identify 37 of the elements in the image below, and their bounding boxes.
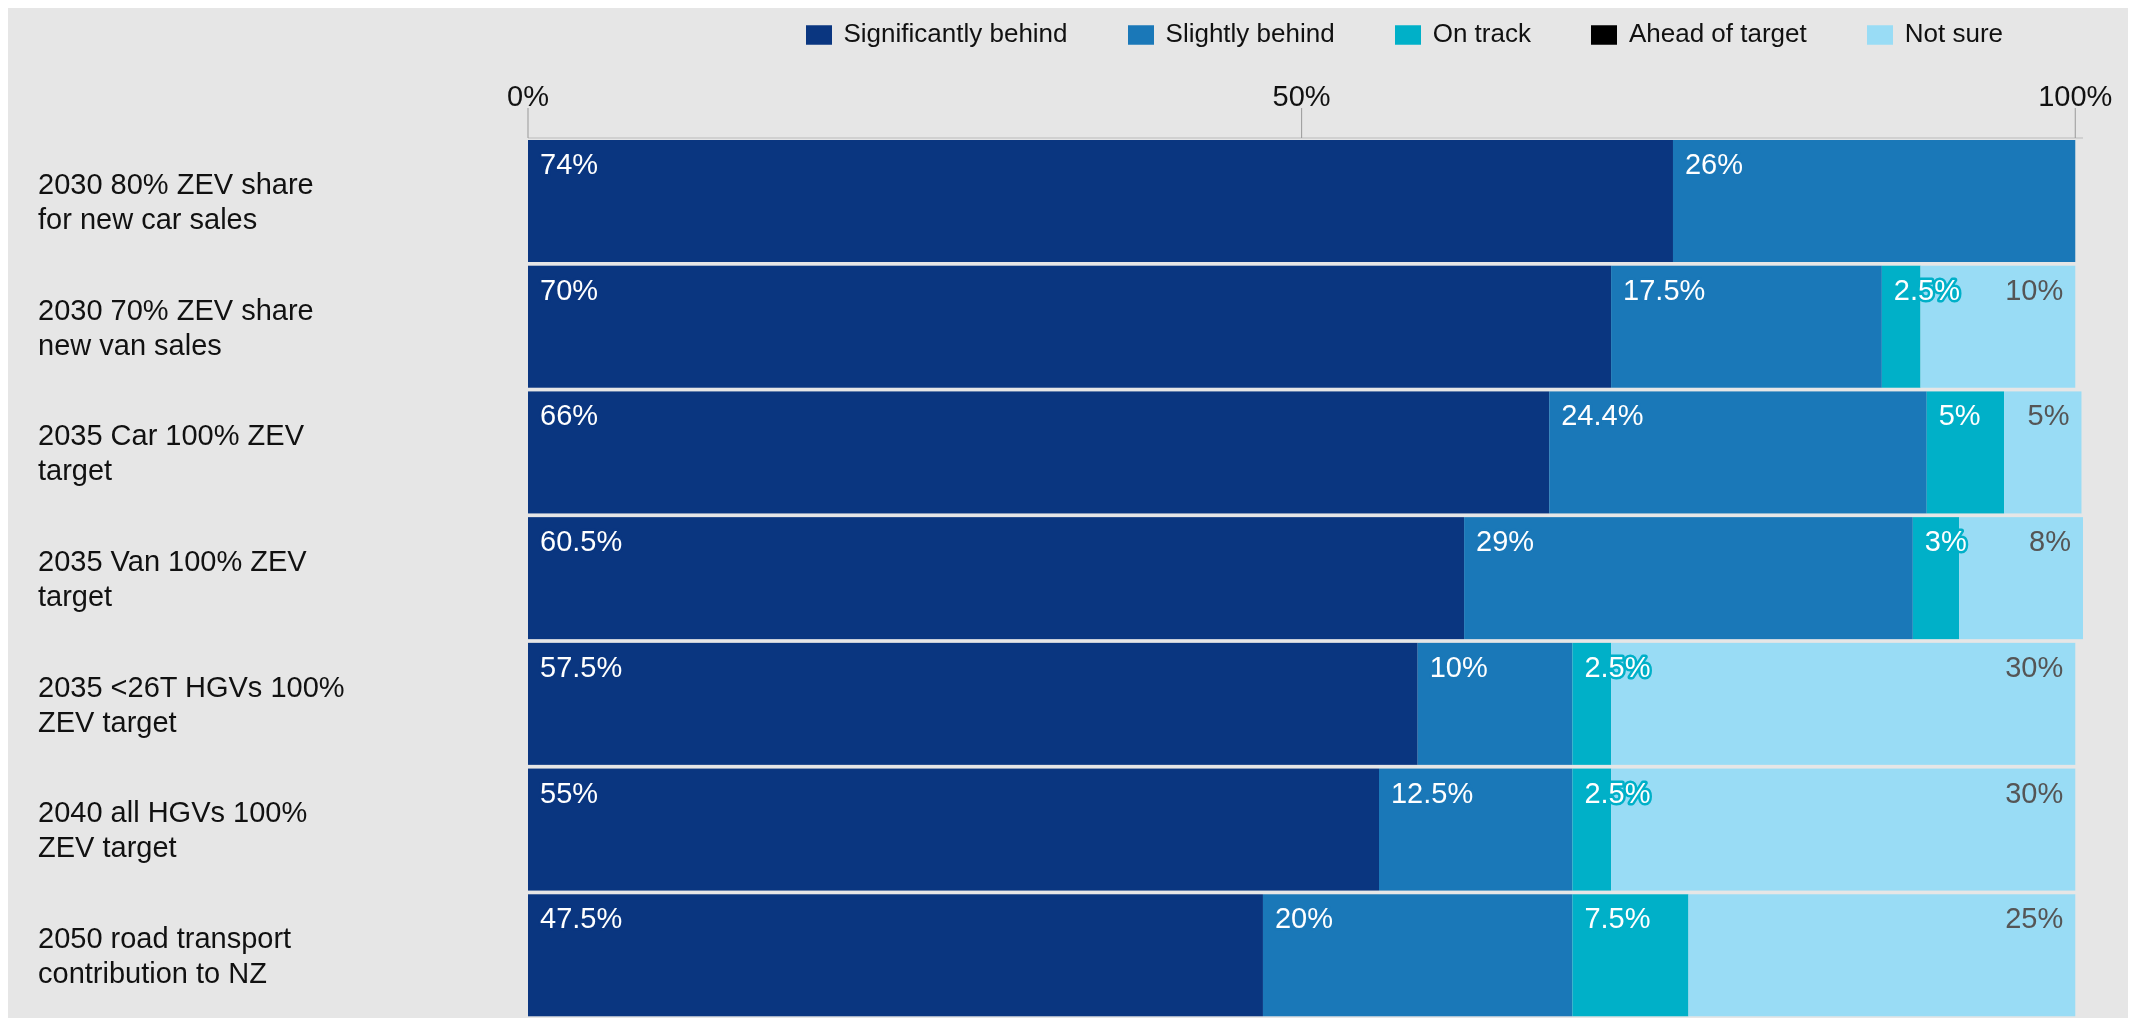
- data-label: 10%: [2005, 273, 2064, 306]
- data-label: 70%: [540, 273, 599, 306]
- data-label: 8%: [2029, 525, 2071, 558]
- legend-label: On track: [1432, 18, 1531, 48]
- data-label: 74%: [540, 148, 599, 180]
- legend-label: Slightly behind: [1165, 18, 1335, 48]
- data-label: 12.5%: [1390, 776, 1474, 809]
- data-label: 5%: [1938, 399, 1981, 432]
- y-tick-label: 2035 <26T HGVs 100% ZEV target: [38, 670, 345, 738]
- legend-label: Significantly behind: [843, 18, 1068, 48]
- data-label: 30%: [2005, 776, 2064, 809]
- y-tick-label: 2030 80% ZEV share for new car sales: [38, 167, 314, 235]
- data-label: 26%: [1684, 148, 1744, 180]
- data-label: 17.5%: [1623, 273, 1706, 306]
- data-label: 25%: [2005, 902, 2064, 935]
- x-tick-label: 50%: [1272, 80, 1331, 112]
- data-label: 60.5%: [540, 525, 623, 558]
- data-label: 47.5%: [540, 902, 623, 935]
- data-label: 10%: [1429, 650, 1488, 683]
- data-label: 7.5%: [1584, 902, 1651, 935]
- data-label: 55%: [540, 776, 599, 809]
- data-label: 24.4%: [1561, 399, 1644, 432]
- data-label: 66%: [540, 399, 599, 432]
- data-label: 30%: [2005, 650, 2064, 683]
- y-tick-label: 2035 Van 100% ZEV target: [38, 545, 308, 612]
- data-label: 20%: [1274, 902, 1333, 935]
- x-tick-label: 0%: [507, 80, 549, 112]
- y-tick-label: 2030 70% ZEV share new van sales: [38, 293, 314, 361]
- y-tick-label: 2040 all HGVs 100% ZEV target: [38, 796, 308, 864]
- legend-label: Ahead of target: [1628, 18, 1807, 48]
- y-tick-label: 2035 Car 100% ZEV target: [38, 419, 305, 487]
- data-label: 29%: [1476, 525, 1535, 558]
- legend-label: Not sure: [1904, 18, 2003, 48]
- data-label: 5%: [2027, 399, 2070, 432]
- y-tick-label: 2050 road transport contribution to NZ: [38, 922, 292, 990]
- x-tick-label: 100%: [2038, 80, 2113, 112]
- data-label: 57.5%: [540, 650, 623, 683]
